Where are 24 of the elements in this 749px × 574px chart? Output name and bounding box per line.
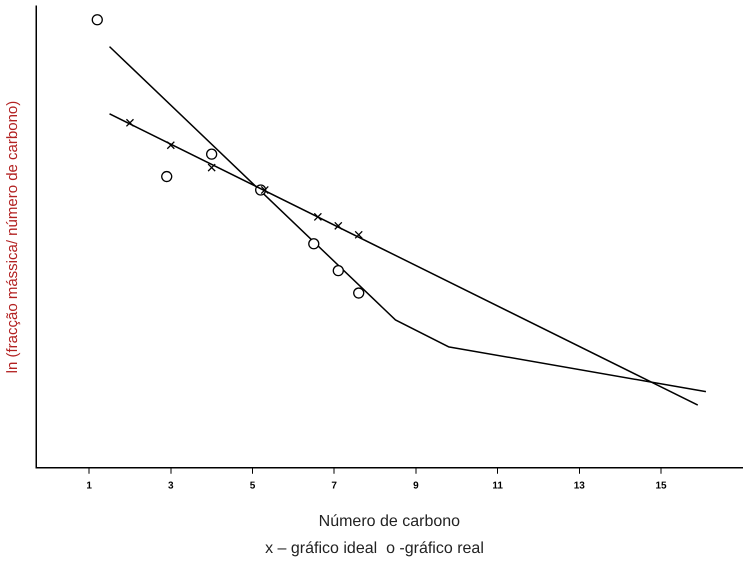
point <box>332 265 344 276</box>
point <box>126 118 134 127</box>
point <box>353 287 364 299</box>
point <box>166 141 175 150</box>
point <box>206 148 218 160</box>
point <box>161 170 172 182</box>
x-tick-label: 7 <box>331 480 338 492</box>
point <box>314 212 322 222</box>
x-tick-label: 9 <box>413 480 420 492</box>
x-tick-label: 11 <box>492 480 504 492</box>
x-tick-label: 15 <box>655 480 667 492</box>
point <box>207 163 216 172</box>
x-axis-title: Número de carbono <box>318 512 460 530</box>
point <box>308 238 320 250</box>
point <box>92 14 103 26</box>
x-tick-label: 1 <box>86 480 92 492</box>
x-tick-label: 13 <box>574 480 586 492</box>
point <box>354 230 363 239</box>
point <box>334 222 342 230</box>
y-axis-title: ln (fracção mássica/ número de carbono) <box>4 100 22 374</box>
point <box>260 186 269 194</box>
text: x – gráfico ideal o -gráfico real <box>264 540 485 558</box>
x-tick-label: 5 <box>250 480 256 492</box>
x-tick-label: 3 <box>168 480 174 492</box>
